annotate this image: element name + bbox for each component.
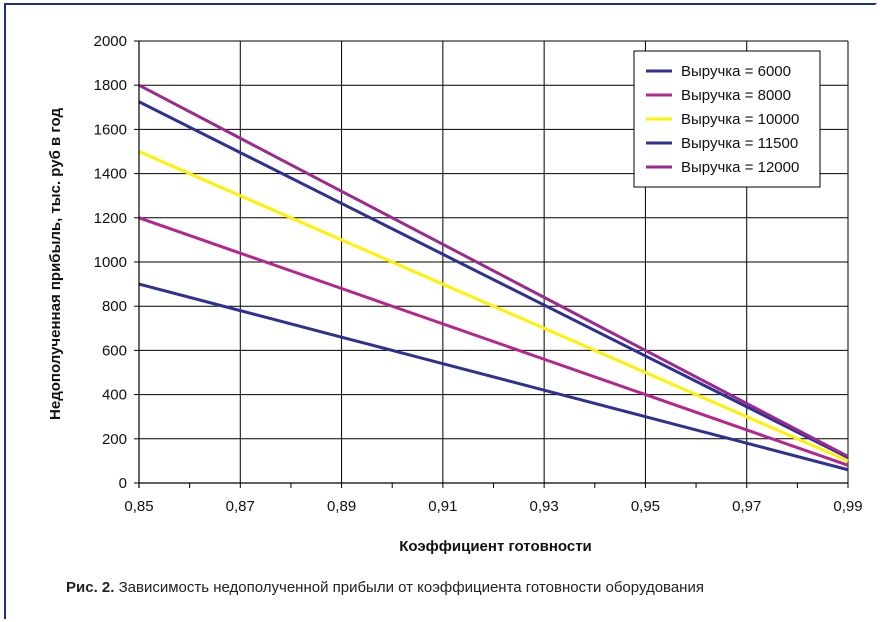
legend-label-3: Выручка = 10000 — [681, 111, 799, 128]
y-tick-label: 400 — [102, 387, 127, 404]
series-line-3 — [138, 150, 849, 463]
y-tick-label: 800 — [102, 298, 127, 315]
y-tick-label: 600 — [102, 342, 127, 359]
legend-label-2: Выручка = 8000 — [681, 87, 791, 104]
legend: Выручка = 6000 Выручка = 8000 Выручка = 10… — [633, 50, 821, 188]
axes — [134, 40, 849, 488]
figure-caption: Рис. 2. Зависимость недополученной прибы… — [66, 579, 704, 596]
x-tick-label: 0,91 — [428, 498, 457, 515]
y-tick-label: 1800 — [94, 77, 127, 94]
y-tick-label: 200 — [102, 431, 127, 448]
x-tick-label: 0,97 — [732, 498, 761, 515]
x-tick-label: 0,89 — [327, 498, 356, 515]
x-tick-labels: 0,85 0,87 0,89 0,91 0,93 0,95 0,97 0,99 — [124, 498, 862, 515]
y-tick-label: 2000 — [94, 33, 127, 50]
y-tick-label: 1600 — [94, 121, 127, 138]
x-tick-label: 0,99 — [833, 498, 862, 515]
series-line-5 — [138, 83, 849, 458]
legend-label-4: Выручка = 11500 — [681, 135, 798, 152]
figure-frame: 0 200 400 600 800 1000 1200 1400 1600 1800 2000 0,… — [4, 3, 877, 619]
series-line-1 — [138, 282, 849, 472]
legend-label-1: Выручка = 6000 — [681, 63, 791, 80]
y-tick-label: 1000 — [94, 254, 127, 271]
legend-label-5: Выручка = 12000 — [681, 159, 799, 176]
caption-text: Зависимость недополученной прибыли от ко… — [114, 579, 704, 596]
x-tick-label: 0,87 — [226, 498, 255, 515]
series-line-2 — [138, 216, 849, 467]
series-lines — [138, 83, 849, 472]
x-tick-label: 0,93 — [530, 498, 559, 515]
line-chart: 0 200 400 600 800 1000 1200 1400 1600 1800 2000 0,… — [47, 33, 863, 555]
x-tick-label: 0,95 — [631, 498, 660, 515]
x-tick-label: 0,85 — [124, 498, 153, 515]
y-tick-label: 0 — [119, 475, 127, 492]
y-axis-title: Недополученная прибыль, тыс. руб в год — [47, 108, 64, 420]
x-axis-title: Коэффициент готовности — [399, 538, 592, 555]
caption-prefix: Рис. 2. — [66, 579, 115, 596]
y-tick-label: 1200 — [94, 210, 127, 227]
y-tick-labels: 0 200 400 600 800 1000 1200 1400 1600 1800 2000 — [94, 33, 127, 492]
y-tick-label: 1400 — [94, 166, 127, 183]
series-line-4 — [138, 100, 849, 459]
